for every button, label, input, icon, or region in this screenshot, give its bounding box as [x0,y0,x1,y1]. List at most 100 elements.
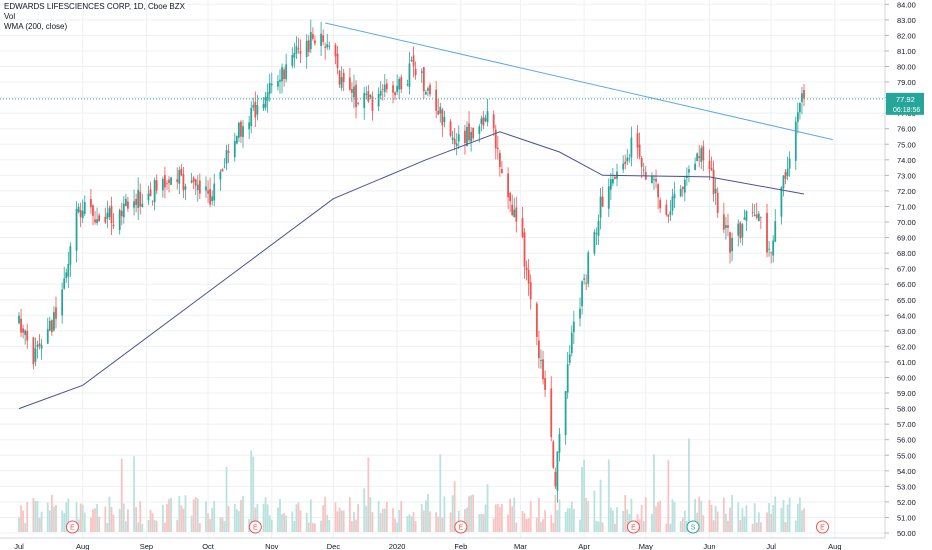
candle-body [501,169,503,174]
volume-bar [451,495,454,532]
candle-body [507,173,509,198]
volume-bar [334,502,337,532]
volume-bar [422,510,425,532]
candle-body [153,180,156,203]
volume-bar [484,504,487,532]
earnings-event-marker [248,520,262,534]
volume-bar [90,517,92,532]
candle-body [768,248,770,250]
candle-body [248,122,251,130]
candle-body [219,171,222,180]
volume-bar [106,523,109,532]
volume-bar [511,506,514,532]
volume-bar [745,505,748,532]
time-tick-label: Aug [828,542,841,550]
volume-bar [688,438,690,532]
volume-bar [581,467,583,532]
volume-bar [353,511,355,532]
price-tick-label: 63.00 [897,327,916,336]
last-price-box [886,92,924,115]
candle-body [223,166,226,168]
candle-body [40,345,43,349]
candle-body [642,169,645,171]
candle-body [398,78,401,90]
volume-bar [480,514,483,532]
candle-body [638,144,641,158]
volume-bar [400,501,403,532]
volume-bar [535,517,538,532]
volume-bar [443,496,446,532]
volume-bar [112,514,115,532]
candle-body [94,219,96,223]
candle-body [628,158,631,160]
time-tick-label: Feb [454,542,467,550]
candle-body [753,214,756,216]
volume-bar [46,502,49,532]
candle-body [788,158,791,169]
candle-body [166,183,168,185]
candle-body [712,169,715,195]
last-price-value: 77.92 [896,95,915,104]
price-tick-label: 64.00 [897,311,916,320]
candle-body [466,127,468,147]
volume-bar [568,508,571,532]
volume-bar [225,466,228,532]
candle-body [48,320,51,331]
volume-bar [616,507,618,532]
candle-body [739,222,742,239]
candle-body [636,133,639,148]
volume-bar [770,513,773,532]
volume-bar [435,512,438,532]
candle-body [527,269,530,284]
volume-bar [328,520,331,532]
event-marker-label: E [253,525,258,532]
price-axis[interactable]: 84.0083.0082.0081.0080.0079.0078.0077.00… [885,0,916,538]
time-axis[interactable]: Jul Aug Sep Oct Nov Dec 2020 Feb Mar Apr May Jun Jul… [14,542,841,550]
volume-bar [472,494,475,532]
volume-bar [110,507,113,532]
candle-body [211,196,214,202]
candle-body [679,188,682,197]
volume-bar [583,459,586,532]
candle-body [453,138,456,145]
volume-bar [714,505,717,532]
price-tick-label: 69.00 [897,234,916,243]
candle-body [371,96,374,111]
candle-body [324,46,327,48]
volume-bar [453,481,456,532]
candle-body [242,126,244,137]
candle-body [558,433,561,453]
volume-bar [118,508,121,532]
trendline[interactable] [325,22,833,141]
candle-body [743,217,746,220]
wma-line [18,131,805,410]
volume-bar [36,500,39,532]
volume-bar [180,505,183,532]
volume-bar [655,506,657,532]
price-tick-label: 58.00 [897,405,916,414]
candle-body [593,231,596,254]
volume-bar [55,505,57,532]
volume-bar [544,510,546,532]
volume-bar [305,513,308,532]
candle-body [96,219,98,224]
volume-bar [365,505,368,532]
volume-bar [794,520,797,532]
candle-body [90,199,92,208]
volume-bar [768,503,770,532]
candle-body [630,137,633,158]
price-tick-label: 50.00 [897,529,916,538]
candle-body [659,199,662,209]
volume-bar [753,503,756,532]
price-tick-label: 74.00 [897,156,916,165]
candle-body [486,111,489,123]
volume-bar [486,484,489,532]
price-tick-label: 51.00 [897,513,916,522]
volume-bar [741,508,744,532]
split-event-marker [686,520,700,534]
candle-body [544,378,546,390]
candle-body [515,207,518,222]
candle-body [326,44,329,48]
candle-body [698,156,701,158]
